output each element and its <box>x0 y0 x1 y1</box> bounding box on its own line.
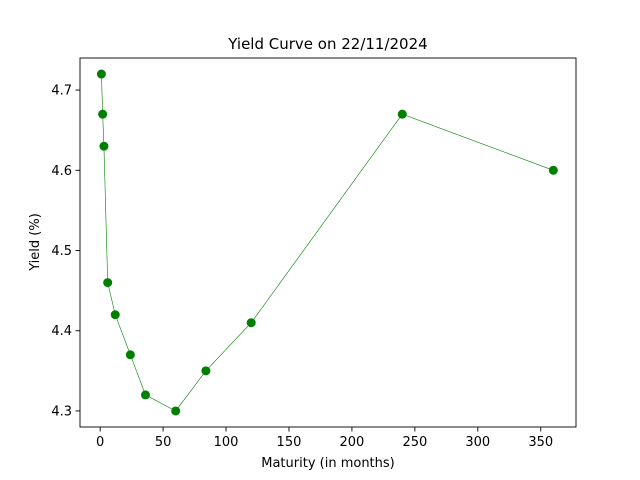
x-tick-label: 150 <box>277 435 302 450</box>
data-point <box>246 318 256 328</box>
x-axis: 0 50 100 150 200 250 300 350 <box>96 427 553 450</box>
x-axis-label: Maturity (in months) <box>261 456 395 471</box>
data-point <box>98 109 108 119</box>
plot-area <box>79 57 577 428</box>
data-point <box>99 141 109 151</box>
x-tick-label: 300 <box>465 435 490 450</box>
x-tick-label: 0 <box>96 435 104 450</box>
x-tick-label: 250 <box>402 435 427 450</box>
y-tick-label: 4.7 <box>51 84 72 99</box>
data-point <box>171 406 181 416</box>
data-point <box>201 366 211 376</box>
y-tick-label: 4.6 <box>51 164 72 179</box>
y-tick-label: 4.4 <box>51 324 72 339</box>
chart-title: Yield Curve on 22/11/2024 <box>227 35 427 53</box>
y-tick-label: 4.5 <box>51 244 72 259</box>
data-point <box>96 69 106 79</box>
series-line <box>101 74 554 412</box>
x-tick-label: 350 <box>528 435 553 450</box>
data-point <box>110 310 120 320</box>
data-point <box>548 165 558 175</box>
x-tick-label: 50 <box>155 435 172 450</box>
data-point <box>397 109 407 119</box>
data-point <box>140 390 150 400</box>
data-point <box>125 350 135 360</box>
y-axis-label: Yield (%) <box>28 213 43 272</box>
y-tick-label: 4.3 <box>51 404 72 419</box>
data-point <box>103 278 113 288</box>
x-tick-label: 100 <box>214 435 239 450</box>
axes-frame <box>79 57 577 428</box>
x-tick-label: 200 <box>340 435 365 450</box>
y-axis: 4.3 4.4 4.5 4.6 4.7 <box>51 84 80 419</box>
